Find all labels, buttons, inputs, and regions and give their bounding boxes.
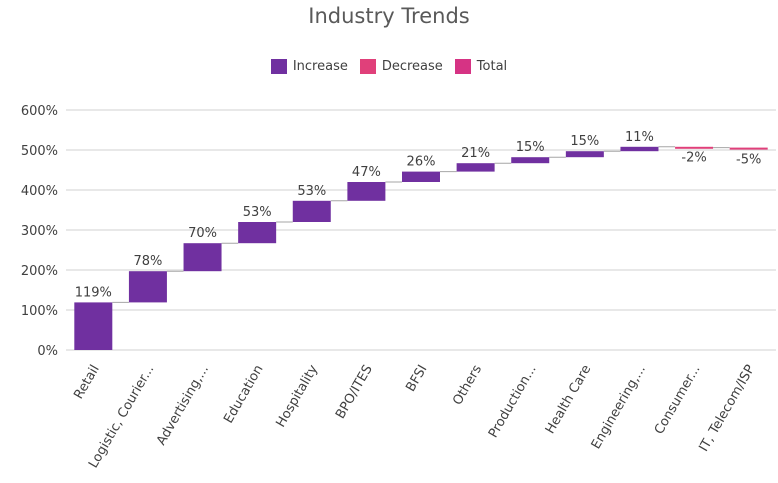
y-tick-label: 500% <box>21 144 58 159</box>
legend-label-total: Total <box>476 59 508 74</box>
data-label: 15% <box>570 134 599 149</box>
y-tick-label: 0% <box>37 344 58 359</box>
legend-swatch-total <box>454 59 471 74</box>
category-label: IT, Telecom/ISP <box>696 362 758 454</box>
data-label: 53% <box>243 205 272 220</box>
legend-item-total[interactable]: Total <box>454 59 508 74</box>
data-label: 15% <box>516 140 545 155</box>
legend: Increase Decrease Total <box>0 59 778 74</box>
data-label: 47% <box>352 165 381 180</box>
legend-label-decrease: Decrease <box>381 59 443 74</box>
category-label: Others <box>450 362 485 408</box>
bar <box>292 200 331 222</box>
category-label: Engineering,... <box>589 363 649 452</box>
bar <box>675 146 714 149</box>
legend-item-decrease[interactable]: Decrease <box>359 59 443 74</box>
bar <box>347 182 386 201</box>
y-tick-label: 600% <box>21 104 58 119</box>
data-label: 53% <box>297 184 326 199</box>
bar <box>729 147 768 150</box>
legend-swatch-decrease <box>359 59 376 74</box>
data-label: 26% <box>407 155 436 170</box>
legend-item-increase[interactable]: Increase <box>270 59 348 74</box>
data-label: -2% <box>681 151 706 166</box>
category-label: Advertising,... <box>154 363 212 449</box>
legend-swatch-increase <box>270 59 287 74</box>
category-label: Consumer... <box>652 363 704 438</box>
chart-title: Industry Trends <box>308 4 470 28</box>
data-label: 78% <box>133 254 162 269</box>
bar <box>620 146 659 152</box>
category-label: Retail <box>71 363 102 402</box>
bar <box>565 151 604 158</box>
category-label: BPO/ITES <box>333 363 376 422</box>
category-label: Education <box>221 363 266 427</box>
data-label: -5% <box>736 153 761 168</box>
data-label: 21% <box>461 146 490 161</box>
y-tick-label: 300% <box>21 224 58 239</box>
bar <box>456 163 495 172</box>
y-tick-label: 400% <box>21 184 58 199</box>
bar <box>511 157 550 164</box>
y-tick-label: 100% <box>21 304 58 319</box>
data-label: 119% <box>75 285 112 300</box>
y-tick-label: 200% <box>21 264 58 279</box>
bar <box>402 171 440 182</box>
data-label: 70% <box>188 226 217 241</box>
data-label: 11% <box>625 130 654 145</box>
category-label: Hospitality <box>274 362 322 430</box>
bar <box>128 271 167 303</box>
legend-label-increase: Increase <box>292 59 348 74</box>
bar <box>183 243 222 272</box>
category-label: Production... <box>486 363 540 441</box>
bar <box>74 302 113 350</box>
category-label: BFSI <box>403 363 430 395</box>
bar <box>238 222 277 244</box>
category-label: Health Care <box>543 362 594 436</box>
